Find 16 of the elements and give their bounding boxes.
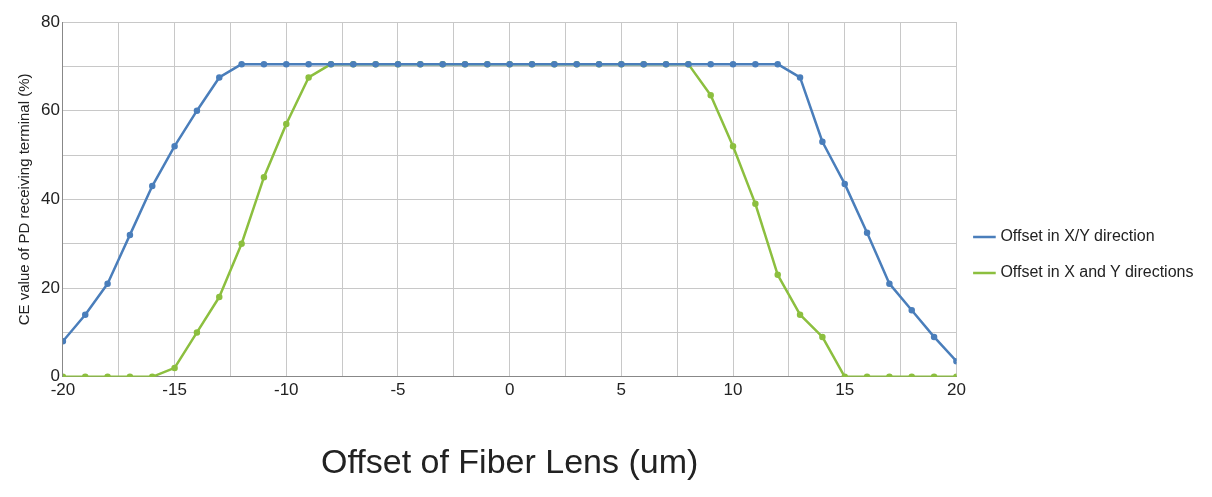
x-tick-label: 0	[504, 379, 515, 399]
legend-label: Offset in X and Y directions	[1000, 263, 1194, 281]
x-tick-label: -5	[390, 379, 406, 399]
x-tick-label: 15	[835, 379, 855, 399]
legend-label: Offset in X/Y direction	[1000, 227, 1155, 245]
y-tick-label: 40	[40, 189, 60, 209]
y-tick-label: 80	[40, 11, 60, 31]
y-tick-label: 20	[40, 277, 60, 297]
x-tick-label: 10	[723, 379, 743, 399]
x-tick-label: 20	[946, 379, 966, 399]
x-tick-label: -10	[274, 379, 299, 399]
y-tick-label: 60	[40, 100, 60, 120]
x-tick-label: -15	[162, 379, 187, 399]
x-tick-label: 5	[616, 379, 627, 399]
y-axis-title: CE value of PD receiving terminal (%)	[15, 73, 33, 326]
x-axis-title: Offset of Fiber Lens (um)	[321, 441, 699, 480]
